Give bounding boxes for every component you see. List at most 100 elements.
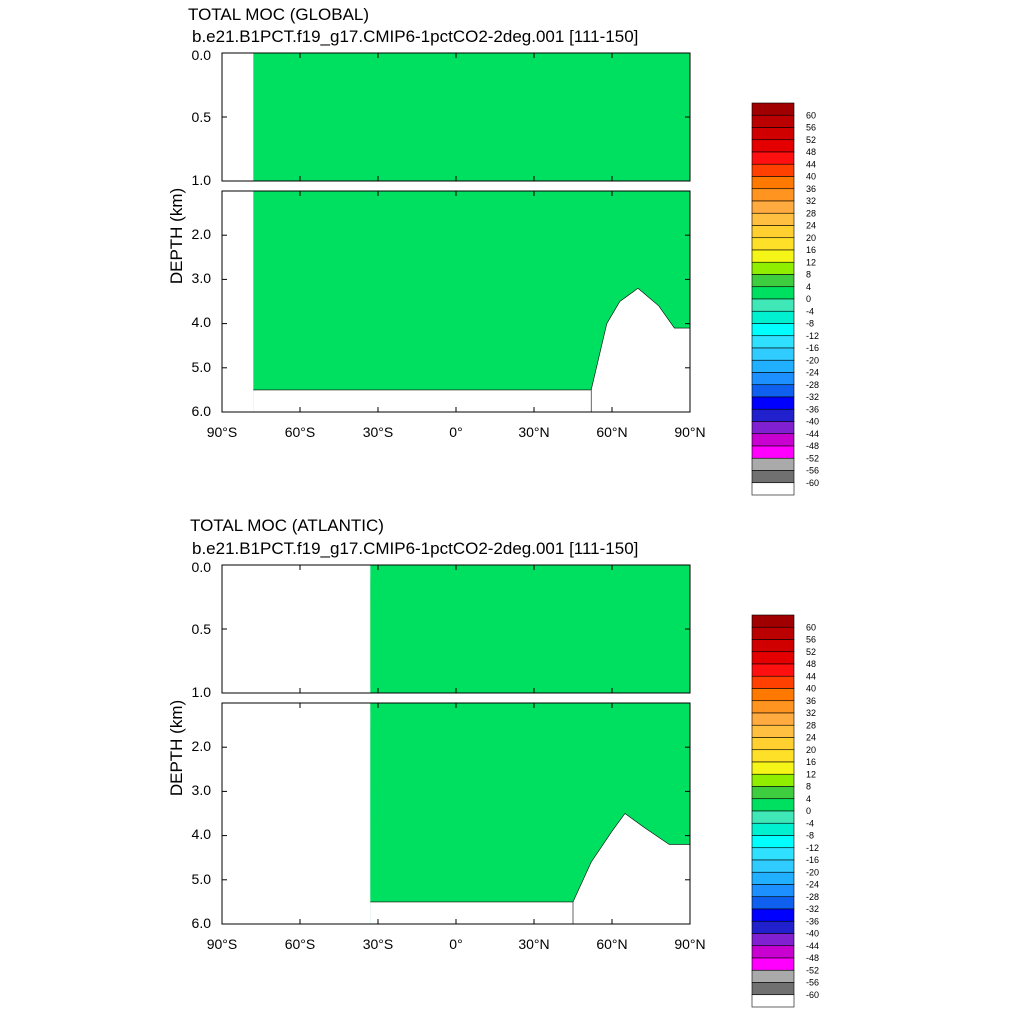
colorbar-label: 0 bbox=[806, 294, 811, 304]
colorbar-swatch bbox=[751, 384, 795, 398]
atlantic-colorbar: 60565248444036322824201612840-4-8-12-16-… bbox=[751, 614, 819, 1008]
colorbar-label: -60 bbox=[806, 990, 819, 1000]
colorbar-swatch bbox=[751, 700, 795, 714]
global-xtick-3: 0° bbox=[449, 424, 462, 440]
colorbar-label: -8 bbox=[806, 319, 814, 329]
colorbar-swatch bbox=[751, 847, 795, 861]
colorbar-label: -16 bbox=[806, 343, 819, 353]
colorbar-swatch bbox=[751, 663, 795, 677]
colorbar-label: 32 bbox=[806, 708, 816, 718]
contour-fill-group bbox=[222, 565, 690, 693]
land-mask bbox=[222, 191, 690, 412]
colorbar-swatch bbox=[751, 688, 795, 702]
colorbar-swatch bbox=[751, 298, 795, 312]
atlantic-ytick-lower-3: 5.0 bbox=[192, 871, 212, 887]
colorbar-swatch bbox=[751, 724, 795, 738]
colorbar-swatch bbox=[751, 212, 795, 226]
colorbar-swatch bbox=[751, 651, 795, 665]
colorbar-label: 48 bbox=[806, 659, 816, 669]
colorbar-swatch bbox=[751, 933, 795, 947]
colorbar-label: 12 bbox=[806, 769, 816, 779]
colorbar-swatch bbox=[751, 249, 795, 263]
colorbar-swatch bbox=[751, 237, 795, 251]
contour-fill-group bbox=[222, 703, 690, 924]
colorbar-swatch bbox=[751, 139, 795, 153]
colorbar-label: -44 bbox=[806, 429, 819, 439]
colorbar-label: 4 bbox=[806, 794, 811, 804]
colorbar-label: 8 bbox=[806, 782, 811, 792]
colorbar-label: 0 bbox=[806, 806, 811, 816]
colorbar-swatch bbox=[751, 884, 795, 898]
atlantic-xtick-5: 60°N bbox=[596, 936, 627, 952]
colorbar-swatch bbox=[751, 737, 795, 751]
colorbar-swatch bbox=[751, 286, 795, 300]
global-xtick-5: 60°N bbox=[596, 424, 627, 440]
colorbar-swatch bbox=[751, 626, 795, 640]
colorbar-swatch bbox=[751, 347, 795, 361]
colorbar-swatch bbox=[751, 896, 795, 910]
global-ytick-lower-1: 3.0 bbox=[192, 270, 212, 286]
global-ytick-lower-3: 5.0 bbox=[192, 359, 212, 375]
contour-fill-group bbox=[222, 53, 690, 181]
atlantic-ylabel: DEPTH (km) bbox=[167, 700, 186, 796]
global-ylabel: DEPTH (km) bbox=[167, 188, 186, 284]
colorbar-swatch bbox=[751, 470, 795, 484]
colorbar-label: -28 bbox=[806, 892, 819, 902]
atlantic-ytick-upper-0: 0.0 bbox=[192, 559, 212, 575]
atlantic-ytick-lower-2: 4.0 bbox=[192, 826, 212, 842]
colorbar-swatch bbox=[751, 675, 795, 689]
global-y-tick-labels: 0.0 0.5 1.0 2.0 3.0 4.0 5.0 6.0 bbox=[192, 47, 212, 419]
colorbar-label: -48 bbox=[806, 441, 819, 451]
colorbar-label: 56 bbox=[806, 123, 816, 133]
atlantic-y-tick-labels: 0.0 0.5 1.0 2.0 3.0 4.0 5.0 6.0 bbox=[192, 559, 212, 931]
atlantic-xtick-6: 90°N bbox=[674, 936, 705, 952]
colorbar-swatch bbox=[751, 639, 795, 653]
colorbar-swatch bbox=[751, 433, 795, 447]
colorbar-label: 8 bbox=[806, 270, 811, 280]
global-title: TOTAL MOC (GLOBAL) bbox=[188, 5, 369, 24]
colorbar-label: -28 bbox=[806, 380, 819, 390]
colorbar-label: -8 bbox=[806, 831, 814, 841]
colorbar-label: -16 bbox=[806, 855, 819, 865]
colorbar-swatch bbox=[751, 176, 795, 190]
colorbar-swatch bbox=[751, 859, 795, 873]
colorbar-label: -4 bbox=[806, 818, 814, 828]
colorbar-label: -40 bbox=[806, 929, 819, 939]
atlantic-ytick-lower-0: 2.0 bbox=[192, 738, 212, 754]
land-mask bbox=[222, 703, 690, 924]
colorbar-swatch bbox=[751, 761, 795, 775]
colorbar-swatch bbox=[751, 114, 795, 128]
global-xtick-4: 30°N bbox=[518, 424, 549, 440]
colorbar-label: 60 bbox=[806, 110, 816, 120]
colorbar-swatch bbox=[751, 408, 795, 422]
colorbar-swatch bbox=[751, 773, 795, 787]
colorbar-swatch bbox=[751, 982, 795, 996]
colorbar-swatch bbox=[751, 749, 795, 763]
colorbar-swatch bbox=[751, 445, 795, 459]
global-lower-plot bbox=[221, 190, 691, 413]
global-xtick-6: 90°N bbox=[674, 424, 705, 440]
atlantic-ytick-lower-4: 6.0 bbox=[192, 915, 212, 931]
atlantic-ytick-upper-1: 0.5 bbox=[192, 621, 212, 637]
global-ytick-lower-4: 6.0 bbox=[192, 403, 212, 419]
colorbar-label: 40 bbox=[806, 684, 816, 694]
global-x-tick-labels: 90°S 60°S 30°S 0° 30°N 60°N 90°N bbox=[207, 424, 706, 440]
colorbar-label: -44 bbox=[806, 941, 819, 951]
colorbar-swatch bbox=[751, 871, 795, 885]
atlantic-xtick-0: 90°S bbox=[207, 936, 238, 952]
colorbar-swatch bbox=[751, 969, 795, 983]
colorbar-swatch bbox=[751, 614, 795, 628]
colorbar-label: -24 bbox=[806, 880, 819, 890]
colorbar-label: 24 bbox=[806, 733, 816, 743]
colorbar-label: -4 bbox=[806, 306, 814, 316]
contour-fill-group bbox=[222, 191, 690, 412]
colorbar-label: 16 bbox=[806, 245, 816, 255]
colorbar-label: 52 bbox=[806, 647, 816, 657]
atlantic-xtick-2: 30°S bbox=[363, 936, 394, 952]
colorbar-label: -32 bbox=[806, 392, 819, 402]
atlantic-ytick-upper-2: 1.0 bbox=[192, 684, 212, 700]
atlantic-upper-plot bbox=[221, 564, 691, 694]
global-ytick-upper-1: 0.5 bbox=[192, 109, 212, 125]
atlantic-panel: TOTAL MOC (ATLANTIC) b.e21.B1PCT.f19_g17… bbox=[167, 516, 819, 1008]
colorbar-label: 24 bbox=[806, 221, 816, 231]
